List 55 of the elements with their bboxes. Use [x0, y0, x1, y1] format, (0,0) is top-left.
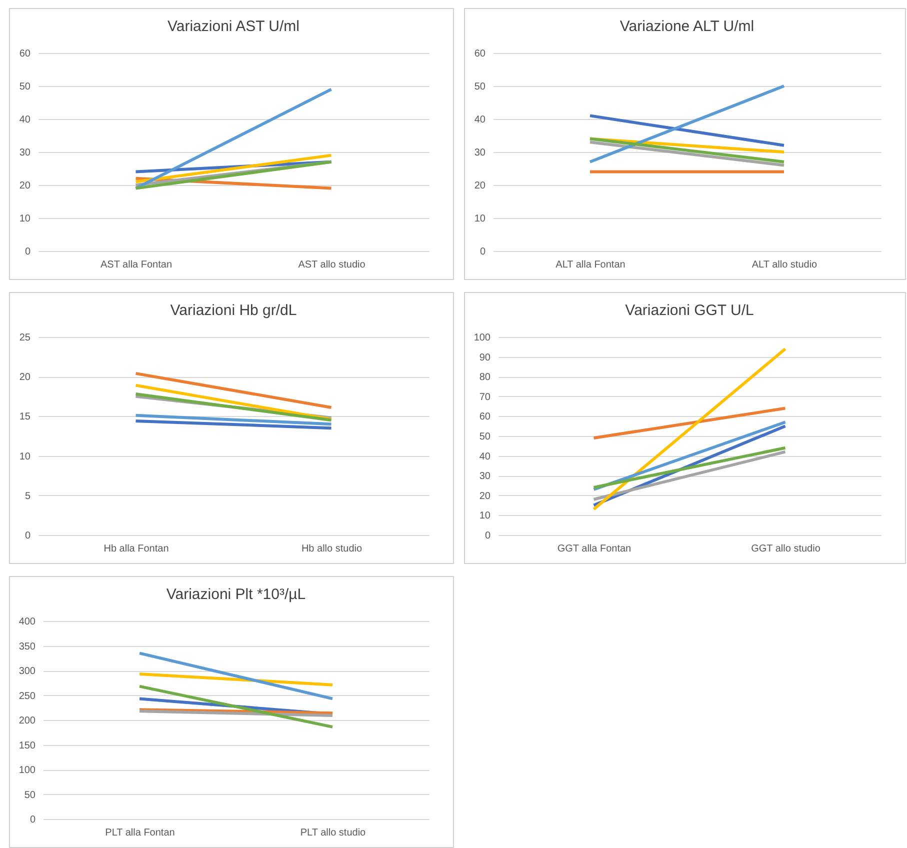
y-tick-label: 10: [19, 214, 31, 224]
y-tick-label: 60: [474, 48, 486, 60]
y-tick-label: 0: [24, 530, 31, 542]
x-tick-label: AST allo studio: [298, 260, 366, 270]
chart-title: Variazioni Hb gr/dL: [170, 302, 297, 319]
y-tick-label: 30: [474, 148, 486, 158]
y-tick-label: 200: [18, 716, 36, 726]
y-tick-label: 25: [19, 332, 31, 344]
x-tick-label: AST alla Fontan: [100, 260, 172, 270]
y-tick-label: 0: [484, 530, 491, 542]
y-tick-label: 0: [480, 246, 486, 258]
y-tick-label: 100: [474, 332, 491, 344]
x-tick-label: PLT alla Fontan: [105, 828, 175, 838]
y-tick-label: 250: [18, 690, 36, 702]
y-tick-label: 40: [19, 114, 31, 126]
x-tick-label: GGT allo studio: [751, 544, 821, 554]
y-tick-label: 50: [479, 432, 491, 442]
chart-title: Variazioni GGT U/L: [625, 302, 754, 319]
y-tick-label: 40: [474, 114, 486, 126]
y-tick-label: 150: [18, 740, 36, 752]
y-tick-label: 50: [474, 82, 486, 92]
y-tick-label: 60: [479, 412, 491, 423]
y-tick-label: 15: [19, 412, 31, 423]
y-tick-label: 20: [19, 180, 31, 192]
x-tick-label: ALT allo studio: [752, 260, 818, 270]
y-tick-label: 20: [19, 372, 31, 384]
y-tick-label: 350: [18, 641, 36, 652]
y-tick-label: 5: [24, 490, 31, 502]
x-tick-label: ALT alla Fontan: [556, 260, 626, 270]
y-tick-label: 0: [24, 246, 31, 258]
y-tick-label: 40: [479, 451, 491, 462]
y-tick-label: 30: [19, 148, 31, 158]
x-tick-label: PLT allo studio: [300, 828, 366, 838]
y-tick-label: 300: [18, 666, 36, 677]
y-tick-label: 0: [30, 814, 36, 826]
y-tick-label: 400: [18, 616, 36, 628]
x-tick-label: GGT alla Fontan: [557, 544, 632, 554]
y-tick-label: 10: [19, 451, 31, 462]
chart-title: Variazioni Plt *10³/µL: [166, 586, 306, 603]
chart-title: Variazione ALT U/ml: [620, 18, 754, 35]
chart-title: Variazioni AST U/ml: [168, 18, 300, 35]
y-tick-label: 80: [479, 372, 491, 384]
y-tick-label: 20: [479, 490, 491, 502]
y-tick-label: 90: [479, 352, 491, 364]
y-tick-label: 50: [24, 790, 36, 801]
y-tick-label: 10: [474, 214, 486, 224]
x-tick-label: Hb alla Fontan: [104, 544, 169, 554]
y-tick-label: 50: [19, 82, 31, 92]
y-tick-label: 30: [479, 471, 491, 482]
y-tick-label: 100: [18, 765, 36, 776]
x-tick-label: Hb allo studio: [301, 544, 362, 554]
y-tick-label: 60: [19, 48, 31, 60]
y-tick-label: 10: [479, 510, 491, 522]
y-tick-label: 20: [474, 180, 486, 192]
y-tick-label: 70: [479, 392, 491, 403]
